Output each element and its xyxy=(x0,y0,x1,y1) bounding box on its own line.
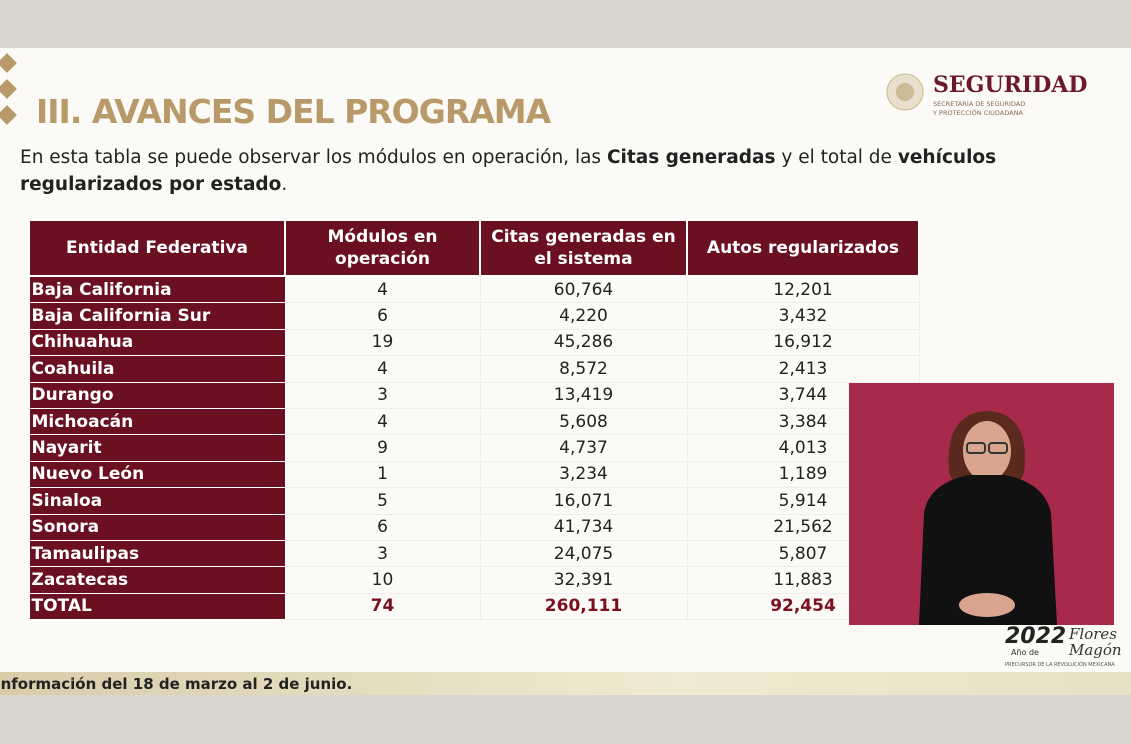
row-label: TOTAL xyxy=(28,592,286,621)
cell: 6 xyxy=(284,513,481,541)
text: En esta tabla se puede observar los módu… xyxy=(20,147,607,168)
row-label: Zacatecas xyxy=(28,566,286,594)
data-table: Entidad Federativa Módulos en operación Ci… xyxy=(28,219,920,621)
cell: 260,111 xyxy=(479,592,688,621)
table-row: Durango 3 13,419 3,744 xyxy=(28,381,920,409)
table-row: Chihuahua 19 45,286 16,912 xyxy=(28,328,920,357)
cell: 74 xyxy=(284,592,481,621)
row-label: Durango xyxy=(28,381,286,409)
cell: 3,432 xyxy=(686,302,920,330)
row-label: Sinaloa xyxy=(28,487,286,515)
interpreter xyxy=(919,411,1057,625)
cell: 5 xyxy=(284,487,481,515)
cell: 6 xyxy=(284,302,481,330)
cell: 24,075 xyxy=(479,539,688,568)
logo-subtitle: Y PROTECCIÓN CIUDADANA xyxy=(933,109,1023,117)
table-row: Coahuila 4 8,572 2,413 xyxy=(28,355,920,383)
table-row: Michoacán 4 5,608 3,384 xyxy=(28,407,920,436)
cell: 10 xyxy=(284,566,481,594)
ornament xyxy=(0,105,17,125)
table-row: Sonora 6 41,734 21,562 xyxy=(28,513,920,541)
column-header: Autos regularizados xyxy=(686,219,920,277)
column-header: Citas generadas en el sistema xyxy=(479,219,688,277)
cell: 2,413 xyxy=(686,355,920,383)
cell: 4,220 xyxy=(479,302,688,330)
cell: 8,572 xyxy=(479,355,688,383)
intro: En esta tabla se puede observar los módu… xyxy=(20,144,1130,198)
title: III. AVANCES DEL PROGRAMA xyxy=(36,92,551,131)
row-label: Chihuahua xyxy=(28,328,286,357)
logo-title: SEGURIDAD xyxy=(933,72,1088,98)
cell: 1 xyxy=(284,460,481,489)
row-label: Nayarit xyxy=(28,434,286,462)
cell: 16,071 xyxy=(479,487,688,515)
cell: 9 xyxy=(284,434,481,462)
row-label: Coahuila xyxy=(28,355,286,383)
row-label: Sonora xyxy=(28,513,286,541)
text: . xyxy=(281,174,288,195)
bold-text: Citas generadas xyxy=(606,147,776,168)
cell: 60,764 xyxy=(479,275,688,304)
cell: 12,201 xyxy=(686,275,920,304)
cell: 16,912 xyxy=(686,328,920,357)
cell: 3 xyxy=(284,381,481,409)
year-caption: Año de xyxy=(1011,648,1039,657)
header-row: Entidad Federativa Módulos en operación Ci… xyxy=(28,219,920,277)
interpreter-video xyxy=(849,383,1114,625)
text: y el total de xyxy=(775,147,898,168)
footer-band xyxy=(0,672,1131,695)
bold-text: vehículos regularizados por estado xyxy=(20,147,997,195)
ornament xyxy=(0,79,17,99)
table-row: Baja California 4 60,764 12,201 xyxy=(28,275,920,304)
table-row: Nuevo León 1 3,234 1,189 xyxy=(28,460,920,489)
row-label: Tamaulipas xyxy=(28,539,286,568)
cell: 4 xyxy=(284,275,481,304)
motto: PRECURSOR DE LA REVOLUCIÓN MEXICANA xyxy=(1005,662,1115,668)
row-label: Baja California Sur xyxy=(28,302,286,330)
cell: 5,608 xyxy=(479,407,688,436)
row-label: Michoacán xyxy=(28,407,286,436)
table-row: Sinaloa 5 16,071 5,914 xyxy=(28,487,920,515)
slide: III. AVANCES DEL PROGRAMA SEGURIDAD SECR… xyxy=(0,48,1131,695)
brand-name: Flores Magón xyxy=(1069,625,1122,659)
row-label: Nuevo León xyxy=(28,460,286,489)
cell: 19 xyxy=(284,328,481,357)
cell: 4 xyxy=(284,355,481,383)
cell: 3,234 xyxy=(479,460,688,489)
emblem xyxy=(886,73,924,111)
column-header: Entidad Federativa xyxy=(28,219,286,277)
logo-subtitle: SECRETARÍA DE SEGURIDAD xyxy=(933,100,1026,108)
table-row: Baja California Sur 6 4,220 3,432 xyxy=(28,302,920,330)
cell: 45,286 xyxy=(479,328,688,357)
cell: 3 xyxy=(284,539,481,568)
row-label: Baja California xyxy=(28,275,286,304)
brand-2022: 2022 Año de Flores Magón PRECURSOR DE LA… xyxy=(1005,624,1131,672)
cell: 41,734 xyxy=(479,513,688,541)
table-row: Nayarit 9 4,737 4,013 xyxy=(28,434,920,462)
column-header: Módulos en operación xyxy=(284,219,481,277)
footer-note: Información del 18 de marzo al 2 de juni… xyxy=(0,675,353,693)
cell: 4 xyxy=(284,407,481,436)
year: 2022 xyxy=(1005,624,1067,649)
table-row: Tamaulipas 3 24,075 5,807 xyxy=(28,539,920,568)
cell: 4,737 xyxy=(479,434,688,462)
cell: 13,419 xyxy=(479,381,688,409)
ornament xyxy=(0,53,17,73)
table-body: Baja California 4 60,764 12,201 Baja Califor… xyxy=(28,275,920,621)
total-row: TOTAL 74 260,111 92,454 xyxy=(28,592,920,621)
cell: 32,391 xyxy=(479,566,688,594)
table-row: Zacatecas 10 32,391 11,883 xyxy=(28,566,920,594)
